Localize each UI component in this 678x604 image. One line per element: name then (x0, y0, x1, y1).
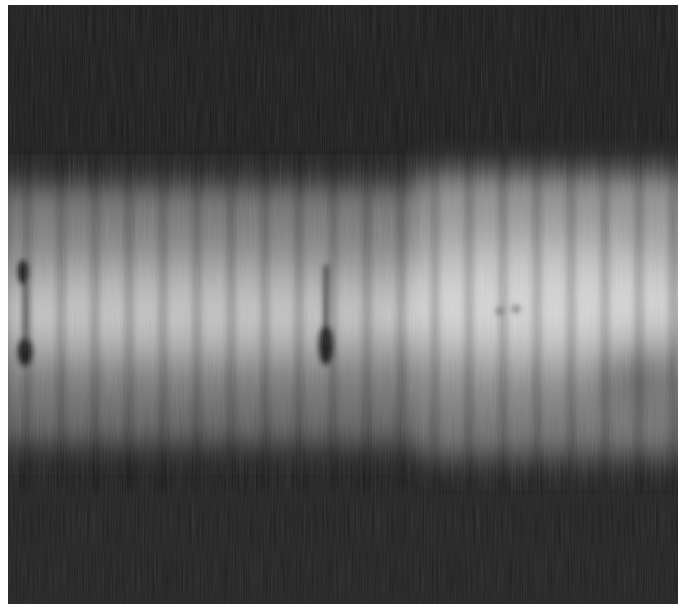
scan-area (8, 5, 678, 604)
film-grain (8, 5, 678, 604)
